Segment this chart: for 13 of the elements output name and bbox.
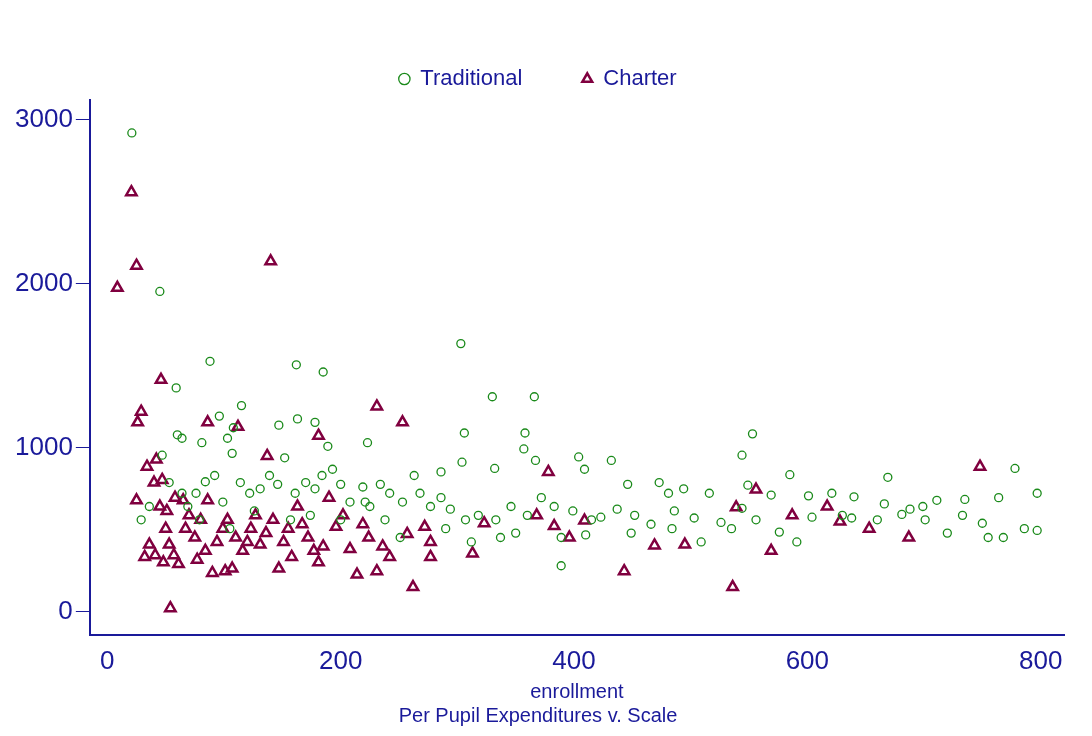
x-tick-label: 0 [100, 644, 115, 675]
y-tick-label: 0 [58, 595, 73, 626]
x-tick-label: 600 [785, 644, 830, 675]
x-tick-label: 400 [552, 644, 596, 675]
x-axis-title: enrollment [530, 679, 625, 702]
x-tick-label: 800 [1018, 644, 1063, 675]
legend-label: Traditional [420, 65, 523, 91]
text: Per Pupil Expenditures v. Scale [398, 703, 678, 726]
y-tick-label: 2000 [15, 266, 73, 297]
y-tick-label: 3000 [15, 102, 73, 133]
legend-label: Charter [603, 65, 677, 91]
y-tick-label: 1000 [15, 430, 73, 461]
x-tick-label: 200 [318, 644, 363, 675]
